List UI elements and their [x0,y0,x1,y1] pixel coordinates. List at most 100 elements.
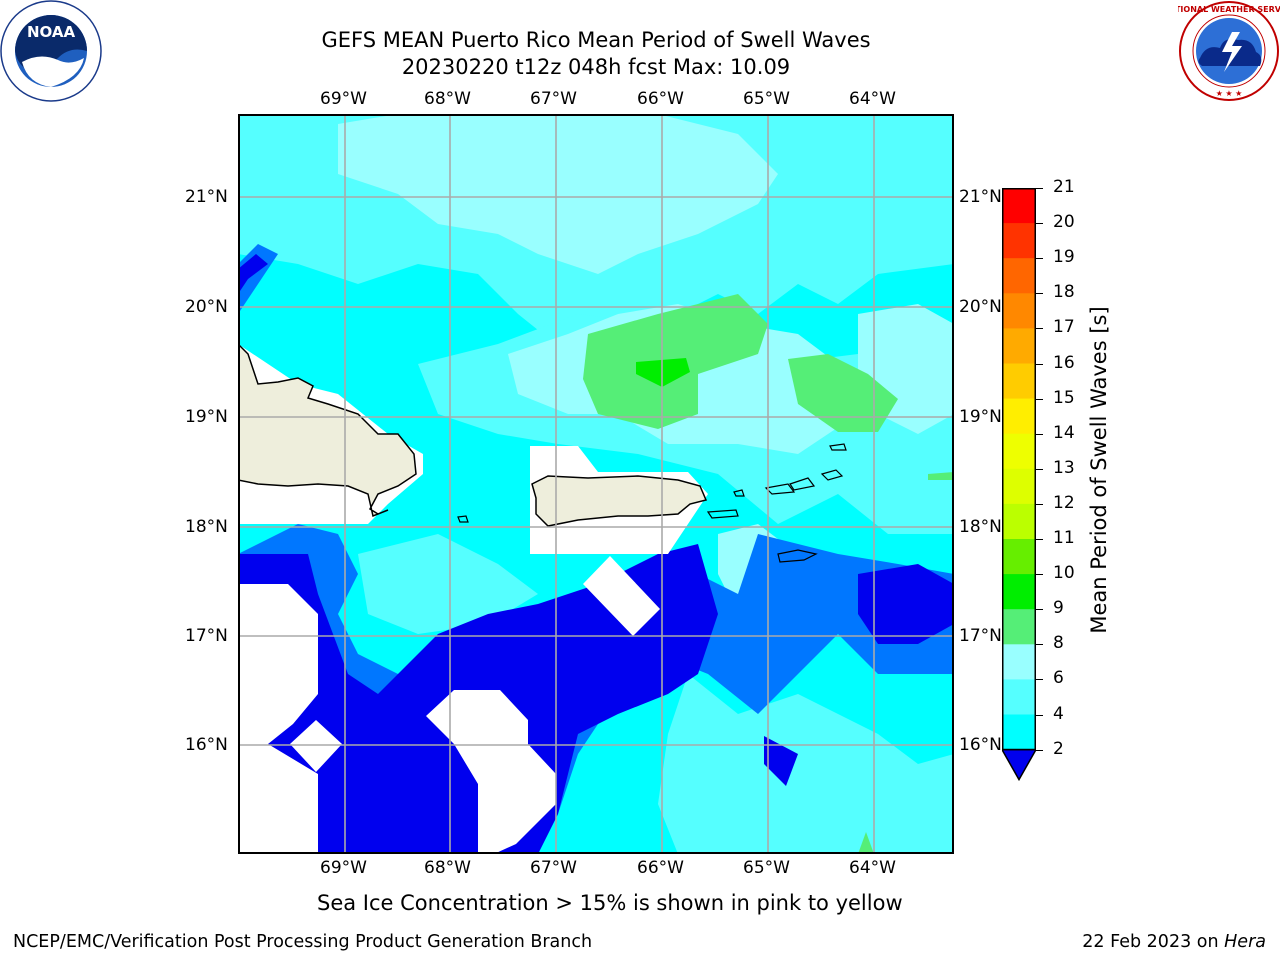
footer-branch: NCEP/EMC/Verification Post Processing Pr… [13,932,593,952]
colorbar-tick-label: 17 [1053,317,1075,338]
field-0-2s-nw [238,254,268,294]
colorbar-tick-mark [1036,363,1043,365]
footer-machine: Hera [1224,932,1266,952]
land-culebra [733,489,745,497]
nodata-south-c [426,690,556,854]
colorbar-tick-label: 8 [1053,633,1064,654]
colorbar-tick-mark [1036,223,1043,225]
colorbar [1000,188,1038,783]
field-0-2s-channel [764,736,798,786]
colorbar-extend-triangle [1000,748,1038,782]
land-hispaniola [238,342,417,518]
lon-label-bottom-64w: 64°W [849,858,896,878]
colorbar-tick-label: 12 [1053,492,1075,513]
lon-label-bottom-68w: 68°W [424,858,471,878]
nws-logo: NATIONAL WEATHER SERVICE ★ ★ ★ [1163,0,1280,102]
field-9-10s-east [788,354,898,432]
graticule [238,114,954,854]
colorbar-tick-label: 6 [1053,668,1064,689]
field-6-8s-south [658,674,954,854]
svg-text:★ ★ ★: ★ ★ ★ [1216,89,1243,98]
lon-label-top-66w: 66°W [637,89,684,109]
colorbar-tick-mark [1036,328,1043,330]
lon-label-bottom-69w: 69°W [320,858,367,878]
colorbar-tick-mark [1036,503,1043,505]
colorbar-tick-label: 13 [1053,457,1075,478]
colorbar-band [1002,433,1036,470]
map-svg [238,114,954,854]
colorbar-tick-mark [1036,293,1043,295]
colorbar-tick-mark [1036,258,1043,260]
footer-date: 22 Feb 2023 on Hera [1082,932,1266,952]
field-10-11s-peak [636,358,690,387]
land-st-croix [777,549,818,563]
colorbar-band [1002,609,1036,645]
colorbar-tick-label: 19 [1053,247,1075,268]
lat-label-right-17n: 17°N [959,626,1002,646]
lat-label-left-21n: 21°N [185,187,228,207]
colorbar-frame [1002,188,1036,751]
footer-date-text: 22 Feb 2023 on [1082,932,1225,952]
field-8-9s-top [338,114,778,274]
lat-label-right-16n: 16°N [959,735,1002,755]
map-title-line1: GEFS MEAN Puerto Rico Mean Period of Swe… [321,28,871,52]
map-title-line2: 20230220 t12z 048h fcst Max: 10.09 [401,55,791,79]
colorbar-band [1002,188,1036,224]
colorbar-tick-mark [1036,398,1043,400]
swell-period-map [238,114,954,854]
colorbar-tick-mark [1036,749,1043,751]
colorbar-tick-label: 4 [1053,703,1064,724]
colorbar-tick-mark [1036,609,1043,611]
colorbar-band [1002,328,1036,364]
colorbar-tick-mark [1036,539,1043,540]
colorbar-band [1002,293,1036,329]
land-anegada [829,443,847,451]
land-vieques [706,509,739,519]
colorbar-tick-mark [1036,714,1043,716]
colorbar-tick-label: 10 [1053,563,1075,584]
nodata-sw-a [238,584,318,854]
lat-label-right-21n: 21°N [959,187,1002,207]
noaa-logo: NOAA [0,0,102,102]
colorbar-tick-mark [1036,644,1043,646]
field-9-10s-edge [928,472,954,480]
colorbar-tick-label: 18 [1053,282,1075,303]
lat-label-right-19n: 19°N [959,407,1002,427]
colorbar-tick-label: 14 [1053,422,1075,443]
sea-ice-note: Sea Ice Concentration > 15% is shown in … [317,891,903,915]
lon-label-top-69w: 69°W [320,89,367,109]
colorbar-band [1002,714,1036,751]
colorbar-band [1002,363,1036,400]
colorbar-band [1002,223,1036,259]
colorbar-tick-label: 20 [1053,212,1075,233]
map-border [238,114,954,854]
colorbar-band [1002,258,1036,294]
colorbar-tick-label: 15 [1053,387,1075,408]
nodata-sw-b [290,720,342,772]
colorbar-tick-mark [1036,433,1043,435]
colorbar-tick-mark [1036,468,1043,470]
lon-label-bottom-67w: 67°W [530,858,577,878]
colorbar-band [1002,644,1036,680]
colorbar-tick-label: 11 [1053,528,1075,548]
colorbar-band [1002,503,1036,540]
field-0-2s-east [858,564,954,644]
lon-label-top-64w: 64°W [849,89,896,109]
colorbar-band [1002,679,1036,715]
colorbar-title: Mean Period of Swell Waves [s] [1087,306,1111,634]
colorbar-tick-label: 16 [1053,352,1075,373]
lon-label-top-67w: 67°W [530,89,577,109]
colorbar-tick-label: 9 [1053,598,1064,619]
colorbar-tick-mark [1036,188,1043,189]
lon-label-bottom-65w: 65°W [743,858,790,878]
lon-label-top-68w: 68°W [424,89,471,109]
colorbar-tick-label: 2 [1053,738,1064,759]
lon-label-top-65w: 65°W [743,89,790,109]
lat-label-right-18n: 18°N [959,517,1002,537]
lat-label-left-16n: 16°N [185,735,228,755]
colorbar-tick-mark [1036,679,1043,681]
colorbar-tick-mark [1036,574,1043,576]
colorbar-band [1002,398,1036,435]
lon-label-bottom-66w: 66°W [637,858,684,878]
field-9-10s-bottom [858,832,874,854]
